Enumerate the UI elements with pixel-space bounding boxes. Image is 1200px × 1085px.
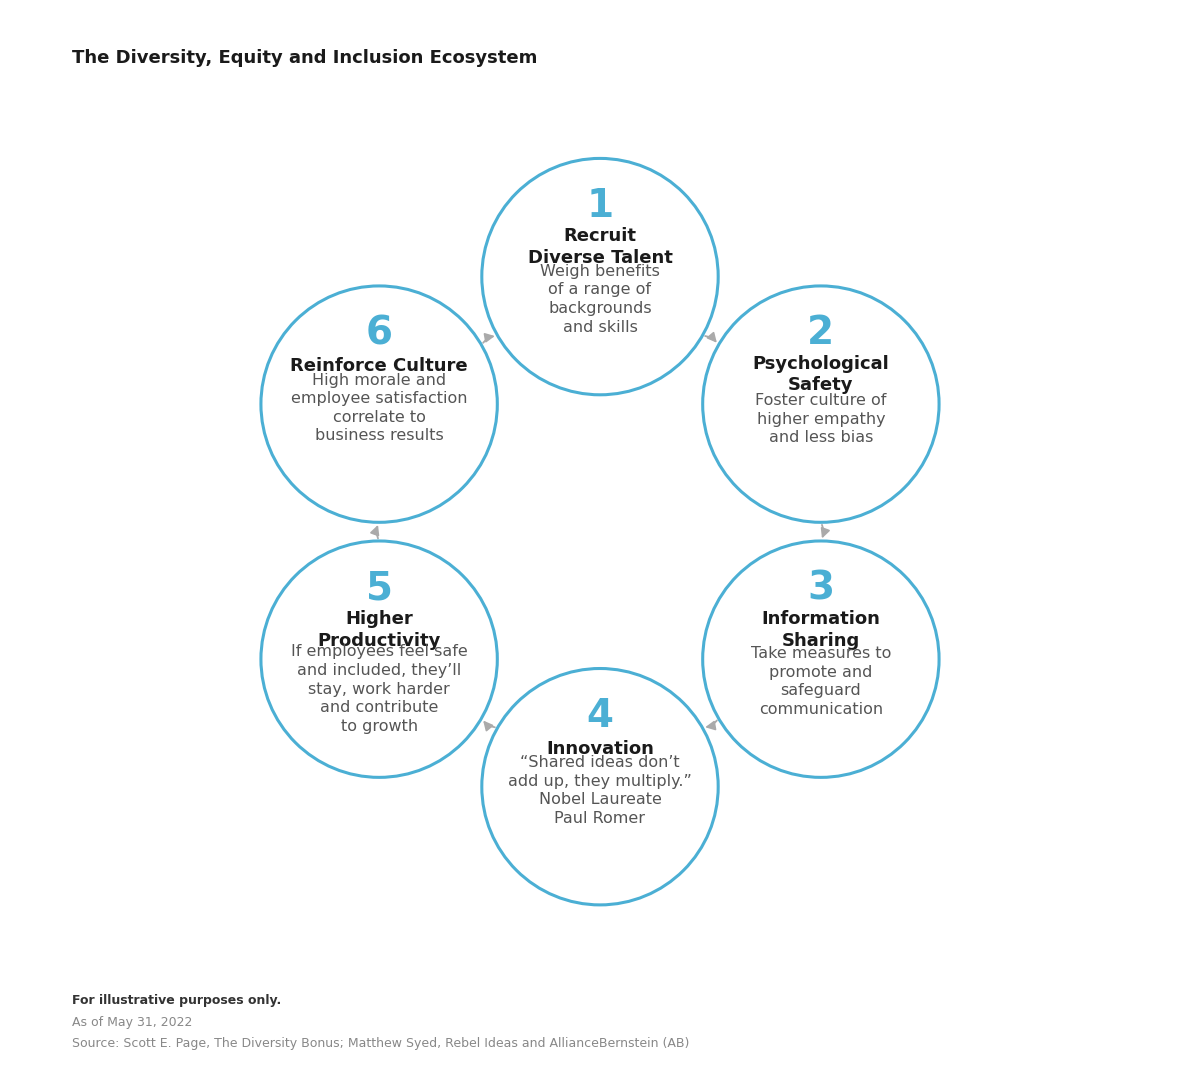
FancyArrowPatch shape	[371, 527, 378, 538]
Circle shape	[703, 541, 940, 777]
Text: Information
Sharing: Information Sharing	[762, 610, 881, 650]
Text: Psychological
Safety: Psychological Safety	[752, 355, 889, 395]
Text: As of May 31, 2022: As of May 31, 2022	[72, 1016, 192, 1029]
FancyArrowPatch shape	[707, 720, 716, 729]
Text: Weigh benefits
of a range of
backgrounds
and skills: Weigh benefits of a range of backgrounds…	[540, 264, 660, 334]
Circle shape	[260, 286, 497, 522]
Text: Take measures to
promote and
safeguard
communication: Take measures to promote and safeguard c…	[751, 647, 892, 717]
FancyArrowPatch shape	[485, 722, 494, 730]
Text: The Diversity, Equity and Inclusion Ecosystem: The Diversity, Equity and Inclusion Ecos…	[72, 49, 538, 67]
FancyArrowPatch shape	[706, 333, 715, 342]
FancyArrowPatch shape	[822, 525, 829, 536]
FancyArrowPatch shape	[484, 334, 493, 343]
Text: If employees feel safe
and included, they’ll
stay, work harder
and contribute
to: If employees feel safe and included, the…	[290, 644, 468, 733]
Text: 1: 1	[587, 187, 613, 225]
Circle shape	[482, 668, 718, 905]
Text: 3: 3	[808, 570, 834, 608]
Circle shape	[482, 158, 718, 395]
Circle shape	[703, 286, 940, 522]
Text: 5: 5	[366, 570, 392, 608]
Text: For illustrative purposes only.: For illustrative purposes only.	[72, 994, 281, 1007]
Circle shape	[260, 541, 497, 777]
Text: High morale and
employee satisfaction
correlate to
business results: High morale and employee satisfaction co…	[290, 373, 467, 444]
Text: Innovation: Innovation	[546, 740, 654, 758]
Text: Foster culture of
higher empathy
and less bias: Foster culture of higher empathy and les…	[755, 393, 887, 445]
Text: Source: Scott E. Page, The Diversity Bonus; Matthew Syed, Rebel Ideas and Allian: Source: Scott E. Page, The Diversity Bon…	[72, 1037, 689, 1050]
Text: “Shared ideas don’t
add up, they multiply.”
Nobel Laureate
Paul Romer: “Shared ideas don’t add up, they multipl…	[508, 755, 692, 826]
Text: 4: 4	[587, 697, 613, 735]
Text: 2: 2	[808, 315, 834, 353]
Text: 6: 6	[366, 315, 392, 353]
Text: Higher
Productivity: Higher Productivity	[318, 610, 440, 650]
Text: Recruit
Diverse Talent: Recruit Diverse Talent	[528, 228, 672, 267]
Text: Reinforce Culture: Reinforce Culture	[290, 357, 468, 375]
